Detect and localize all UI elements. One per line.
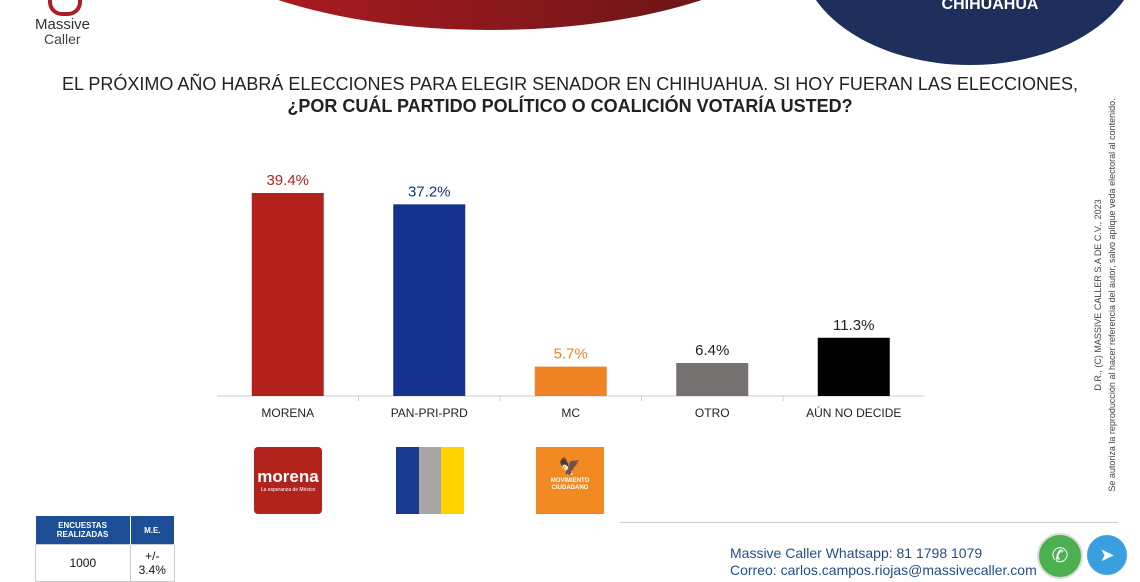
bar-0	[251, 193, 324, 396]
copyright-line-2: Se autoriza la reproducción al hacer ref…	[1107, 98, 1117, 492]
bar-1	[393, 204, 466, 396]
category-label: MORENA	[261, 406, 314, 420]
category-label: MC	[561, 406, 580, 420]
header-surveys: ENCUESTAS REALIZADAS	[35, 516, 131, 545]
massive-caller-logo: Massive Caller	[30, 0, 100, 50]
data-label: 11.3%	[833, 317, 874, 334]
pan-stripe	[396, 447, 419, 514]
prd-stripe	[441, 447, 464, 514]
pri-stripe	[418, 447, 442, 514]
data-label: 5.7%	[554, 346, 588, 363]
question-line-1: EL PRÓXIMO AÑO HABRÁ ELECCIONES PARA ELE…	[62, 74, 1078, 94]
eagle-icon: 🦅	[558, 457, 582, 477]
mc-logo-line1: MOVIMIENTO	[550, 478, 590, 484]
logo-text-2: Caller	[44, 31, 81, 47]
morena-logo: morena La esperanza de México	[254, 447, 322, 514]
region-label: CHIHUAHUA	[941, 0, 1039, 13]
bar-2	[534, 366, 607, 396]
category-label: AÚN NO DECIDE	[806, 405, 901, 420]
morena-logo-tagline: La esperanza de México	[260, 487, 316, 493]
category-label: OTRO	[695, 406, 730, 420]
surveys-count: 1000	[35, 544, 131, 582]
data-label: 37.2%	[408, 183, 451, 200]
mc-logo: 🦅 MOVIMIENTO CIUDADANO	[536, 447, 604, 514]
logo-text: Massive	[35, 16, 91, 33]
data-label: 6.4%	[695, 342, 729, 359]
data-label: 39.4%	[266, 172, 309, 189]
logo-icon	[48, 0, 82, 16]
pan-pri-prd-logo	[396, 447, 464, 514]
telegram-icon[interactable]: ➤	[1087, 535, 1127, 575]
question-line-2: ¿POR CUÁL PARTIDO POLÍTICO O COALICIÓN V…	[287, 96, 853, 116]
category-label: PAN-PRI-PRD	[391, 406, 468, 420]
whatsapp-icon[interactable]: ✆	[1037, 533, 1083, 579]
header-margin-error: M.E.	[130, 516, 176, 545]
morena-logo-name: morena	[257, 467, 319, 486]
copyright-notice: D.R., (C) MASSIVE CALLER S.A DE C.V., 20…	[1091, 98, 1119, 491]
bar-chart: 39.4% MORENA 37.2% PAN-PRI-PRD 5.7% MC 6.4% OTR…	[217, 172, 925, 420]
margin-error: +/- 3.4%	[129, 544, 176, 582]
divider	[620, 522, 1118, 523]
email-contact: Correo: carlos.campos.riojas@massivecall…	[730, 562, 1037, 578]
whatsapp-contact: Massive Caller Whatsapp: 81 1798 1079	[730, 545, 983, 561]
survey-table: ENCUESTAS REALIZADAS M.E. 1000 +/- 3.4%	[35, 516, 176, 582]
copyright-line-1: D.R., (C) MASSIVE CALLER S.A DE C.V., 20…	[1093, 199, 1103, 391]
bar-4	[817, 337, 890, 396]
mc-logo-line2: CIUDADANO	[551, 485, 589, 491]
bar-3	[676, 363, 749, 396]
